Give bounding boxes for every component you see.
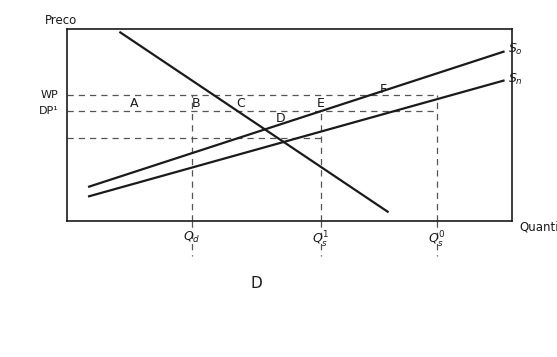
- Text: E: E: [317, 97, 325, 110]
- Text: B: B: [192, 97, 201, 110]
- Text: C: C: [236, 97, 245, 110]
- Text: Quantidade: Quantidade: [519, 221, 557, 233]
- Text: DP¹: DP¹: [39, 106, 59, 116]
- Text: D: D: [276, 112, 286, 125]
- Text: D: D: [250, 276, 262, 291]
- Text: $S_o$: $S_o$: [508, 42, 523, 57]
- Text: $Q_s^1$: $Q_s^1$: [312, 230, 330, 250]
- Text: $S_n$: $S_n$: [508, 72, 523, 87]
- Text: F: F: [380, 83, 387, 96]
- Text: A: A: [129, 97, 138, 110]
- Text: $Q_d$: $Q_d$: [183, 230, 201, 245]
- Text: $Q_s^0$: $Q_s^0$: [428, 230, 446, 250]
- Text: Preco: Preco: [45, 14, 77, 27]
- Text: WP: WP: [41, 90, 59, 100]
